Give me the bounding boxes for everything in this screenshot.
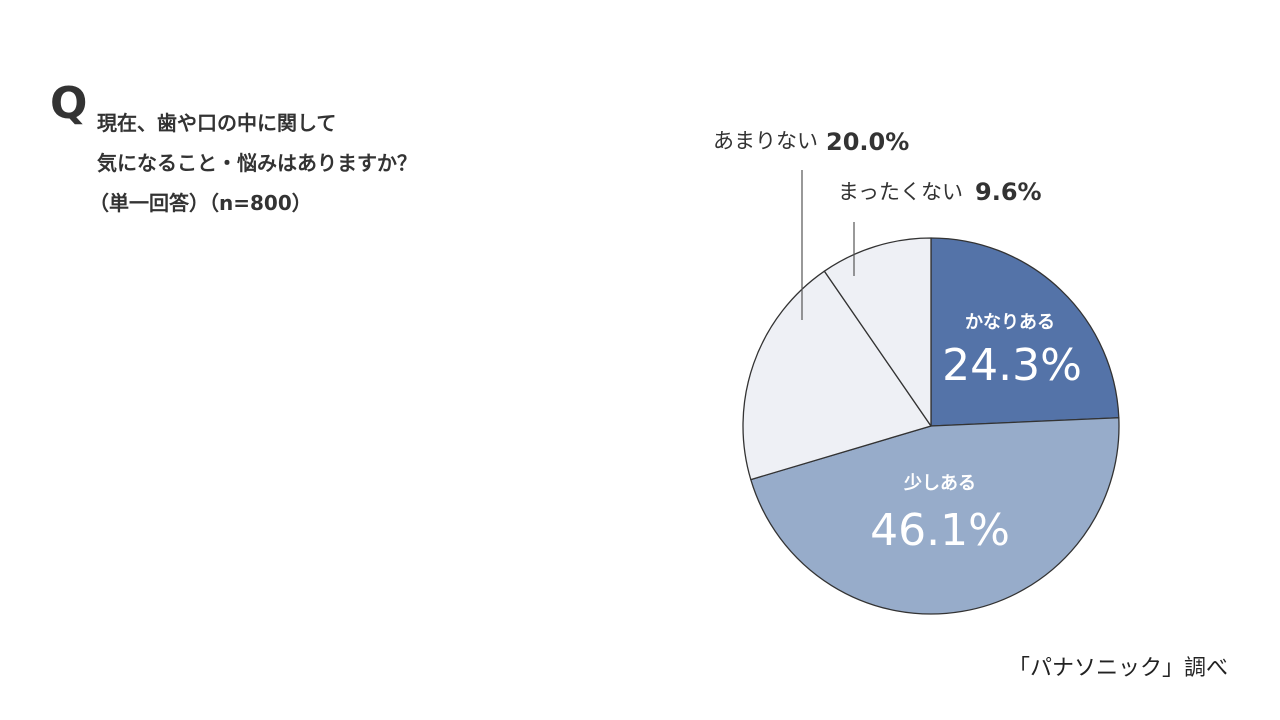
pie-slice-mattaku	[823, 237, 932, 427]
slice-label-sukoshi-name: 少しある	[903, 473, 976, 494]
question-line-1: 現在、歯や口の中に関して	[97, 111, 337, 135]
slice-label-amari-value: 20.0%	[826, 128, 909, 156]
pie-slice-sukoshi	[750, 417, 1120, 615]
slice-label-kanari-value: 24.3%	[942, 340, 1082, 391]
pie-slices	[742, 237, 1120, 615]
question-text: 現在、歯や口の中に関して 気になること・悩みはありますか？ （単一回答）（n=8…	[89, 103, 417, 223]
pie-slice-amari	[742, 270, 932, 481]
pie-slice-kanari	[930, 237, 1120, 427]
slice-label-kanari-name: かなりある	[965, 312, 1055, 333]
slice-label-mattaku-value: 9.6%	[975, 178, 1042, 206]
question-line-2: 気になること・悩みはありますか？	[97, 151, 417, 175]
slice-labels: かなりある 24.3% 少しある 46.1% あまりない 20.0% まったくな…	[713, 128, 1082, 556]
question-mark-q: Q	[50, 78, 88, 129]
leader-lines	[801, 170, 855, 320]
slice-label-amari-name: あまりない	[713, 129, 818, 153]
question-line-3: （単一回答）（n=800）	[89, 191, 312, 215]
slice-label-sukoshi-value: 46.1%	[870, 505, 1010, 556]
source-credit: 「パナソニック」調べ	[1007, 656, 1228, 681]
slice-label-mattaku-name: まったくない	[838, 180, 963, 204]
